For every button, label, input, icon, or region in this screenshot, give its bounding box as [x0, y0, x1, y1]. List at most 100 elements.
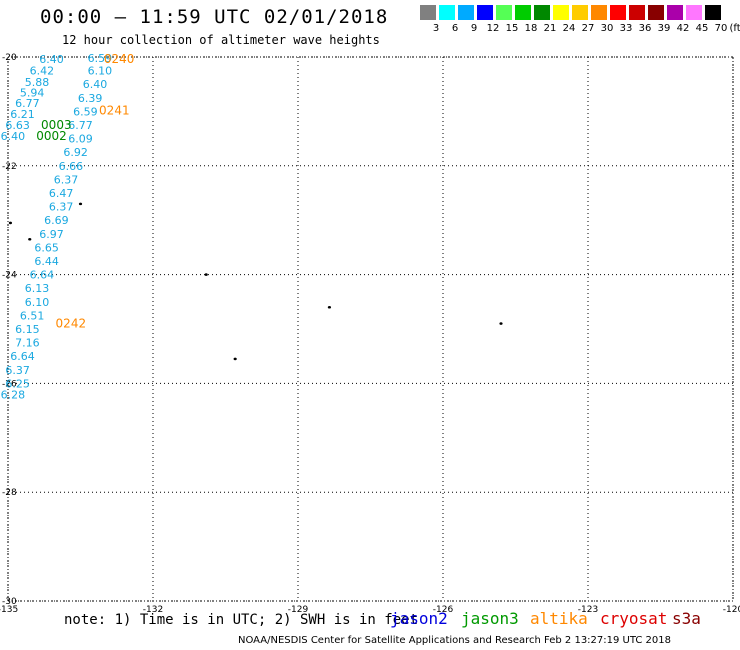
wave-height-label: 6.10: [88, 65, 113, 78]
legend-label-27: 27: [581, 23, 595, 34]
legend-swatch-33: [610, 5, 626, 20]
satellite-jason2: jason2: [390, 609, 448, 628]
wave-height-label: 6.42: [30, 65, 55, 78]
wave-height-label: 6.92: [63, 146, 88, 159]
island-marker: [204, 273, 208, 276]
legend-unit: (ft): [729, 23, 740, 34]
units-note: note: 1) Time is in UTC; 2) SWH is in fe…: [64, 612, 419, 628]
legend-label-15: 15: [505, 23, 519, 34]
wave-height-label: 5.94: [20, 86, 45, 99]
legend-label-70: 70: [714, 23, 728, 34]
wave-height-label: 6.15: [15, 323, 40, 336]
wave-height-label: 6.64: [10, 350, 35, 363]
wave-height-label: 6.63: [5, 119, 30, 132]
satellite-cryosat: cryosat: [600, 609, 668, 628]
wave-height-label: 6.40: [1, 130, 26, 143]
legend-label-39: 39: [657, 23, 671, 34]
chart-title: 00:00 – 11:59 UTC 02/01/2018: [40, 6, 389, 28]
island-marker: [78, 202, 83, 206]
lat-tick-label: -26: [2, 379, 17, 389]
credit-line: NOAA/NESDIS Center for Satellite Applica…: [238, 635, 671, 646]
lat-tick-label: -28: [2, 488, 17, 498]
lon-tick-label: -132: [143, 605, 163, 615]
satellite-altika: altika: [530, 609, 588, 628]
wave-height-label: 6.44: [34, 255, 59, 268]
legend-swatch-21: [534, 5, 550, 20]
chart-subtitle: 12 hour collection of altimeter wave hei…: [62, 33, 380, 47]
wave-height-label: 6.09: [68, 133, 93, 146]
wave-height-label: 5.88: [25, 76, 50, 89]
lon-tick-label: -126: [433, 605, 454, 615]
map-frame: [7, 56, 734, 602]
satellite-jason3: jason3: [461, 609, 519, 628]
wave-height-label: 6.37: [5, 364, 30, 377]
pass-time-label: 0241: [99, 103, 130, 117]
lat-tick-label: -30: [2, 597, 17, 607]
wave-height-label: 6.51: [20, 309, 45, 322]
wave-height-label: 6.59: [88, 52, 113, 65]
legend-label-18: 18: [524, 23, 538, 34]
wave-height-label: 6.77: [68, 119, 93, 132]
wave-height-label: 6.59: [73, 105, 98, 118]
wave-height-label: 6.69: [44, 214, 69, 227]
wave-height-label: 6.64: [30, 269, 55, 282]
wave-height-label: 7.16: [15, 337, 40, 350]
wave-height-label: 6.10: [25, 296, 50, 309]
legend-swatch-36: [629, 5, 645, 20]
wave-height-label: 6.25: [5, 377, 30, 390]
satellite-s3a: s3a: [672, 609, 701, 628]
legend-swatch-42: [667, 5, 683, 20]
wave-height-label: 6.13: [25, 282, 50, 295]
wave-height-label: 6.37: [49, 201, 74, 214]
wave-height-label: 6.77: [15, 97, 40, 110]
legend-label-6: 6: [451, 23, 459, 34]
legend-swatch-12: [477, 5, 493, 20]
legend-swatch-24: [553, 5, 569, 20]
island-marker: [8, 221, 13, 225]
legend-swatch-70: [705, 5, 721, 20]
lat-tick-label: -24: [2, 271, 17, 281]
lat-tick-label: -22: [2, 162, 17, 172]
legend-label-36: 36: [638, 23, 652, 34]
legend-label-12: 12: [486, 23, 500, 34]
legend-label-33: 33: [619, 23, 633, 34]
legend-label-24: 24: [562, 23, 576, 34]
legend-swatch-18: [515, 5, 531, 20]
legend-label-3: 3: [432, 23, 440, 34]
pass-time-label: 0003: [41, 118, 72, 132]
wave-height-label: 6.40: [39, 53, 64, 66]
island-marker: [499, 322, 503, 325]
legend-label-30: 30: [600, 23, 614, 34]
wave-height-label: 6.47: [49, 187, 74, 200]
legend-swatch-6: [439, 5, 455, 20]
legend-swatch-9: [458, 5, 474, 20]
wave-height-label: 6.40: [83, 78, 108, 91]
legend-swatch-27: [572, 5, 588, 20]
legend-label-45: 45: [695, 23, 709, 34]
legend-label-21: 21: [543, 23, 557, 34]
pass-time-label: 0002: [36, 129, 67, 143]
island-marker: [233, 357, 237, 361]
legend-swatch-39: [648, 5, 664, 20]
legend-swatch-15: [496, 5, 512, 20]
legend-label-9: 9: [470, 23, 478, 34]
legend-swatch-3: [420, 5, 436, 20]
lon-tick-label: -129: [288, 605, 309, 615]
wave-height-label: 6.39: [78, 92, 103, 105]
island-marker: [28, 237, 32, 241]
lon-tick-label: -123: [578, 605, 598, 615]
lat-tick-label: -20: [2, 53, 17, 63]
legend-swatch-30: [591, 5, 607, 20]
wave-height-label: 6.66: [59, 160, 84, 173]
wave-height-label: 6.97: [39, 228, 64, 241]
lon-tick-label: -120: [723, 605, 740, 615]
wave-height-label: 6.21: [10, 108, 35, 121]
wave-height-label: 6.28: [1, 388, 26, 401]
pass-time-label: 0242: [56, 317, 87, 331]
legend-swatch-45: [686, 5, 702, 20]
pass-time-label: 0240: [104, 52, 135, 66]
wave-height-label: 6.65: [34, 241, 59, 254]
lon-tick-label: -135: [0, 605, 18, 615]
wave-height-label: 6.37: [54, 173, 79, 186]
